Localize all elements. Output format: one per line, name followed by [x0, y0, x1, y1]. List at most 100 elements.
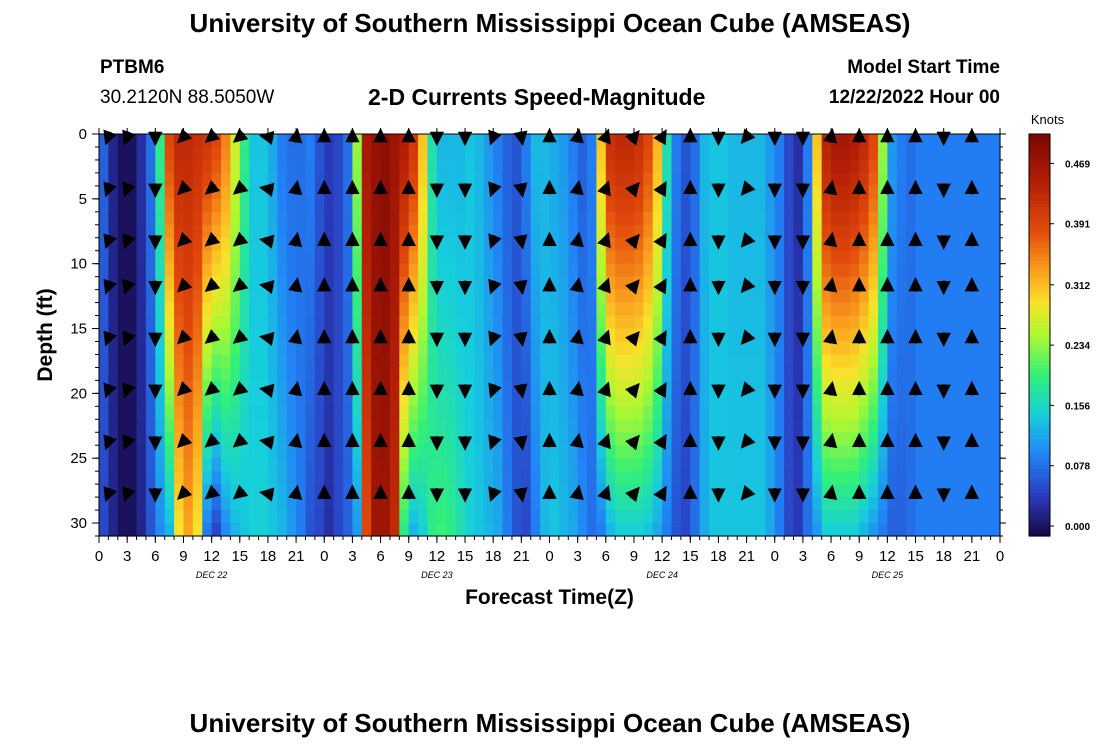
heatmap-cell [577, 341, 588, 356]
heatmap-cell [296, 523, 307, 537]
heatmap-cell [239, 341, 250, 356]
heatmap-cell [934, 224, 945, 239]
heatmap-cell [971, 328, 982, 343]
heatmap-cell [718, 172, 729, 187]
heatmap-cell [568, 289, 579, 304]
heatmap-cell [596, 250, 607, 265]
heatmap-cell [408, 276, 419, 291]
current-vector [569, 432, 584, 449]
x-tick-label: 21 [513, 548, 530, 565]
heatmap-cell [239, 393, 250, 407]
heatmap-cell [718, 198, 729, 213]
heatmap-cell [258, 380, 269, 394]
heatmap-cell [633, 497, 644, 511]
heatmap-cell [990, 250, 1001, 265]
heatmap-cell [418, 432, 429, 446]
heatmap-cell [267, 497, 278, 511]
heatmap-cell [624, 302, 635, 317]
heatmap-cell [906, 419, 917, 433]
heatmap-cell [821, 341, 832, 356]
heatmap-cell [868, 510, 879, 524]
heatmap-cell [953, 211, 964, 226]
heatmap-cell [699, 406, 710, 420]
heatmap-cell [868, 134, 879, 148]
heatmap-cell [211, 263, 222, 278]
heatmap-cell [230, 185, 241, 200]
heatmap-cell [812, 302, 823, 317]
current-vector [569, 128, 584, 144]
heatmap-cell [117, 367, 128, 381]
heatmap-cell [221, 419, 231, 433]
heatmap-cell [709, 419, 720, 433]
heatmap-cell [662, 406, 673, 420]
heatmap-cell [511, 458, 522, 472]
heatmap-cell [990, 289, 1001, 304]
heatmap-cell [221, 263, 231, 278]
heatmap-cell [296, 211, 307, 226]
heatmap-cell [727, 315, 738, 330]
heatmap-cell [314, 302, 325, 317]
heatmap-cell [202, 419, 213, 433]
heatmap-cell [727, 198, 738, 213]
heatmap-cell [164, 471, 175, 485]
heatmap-cell [755, 159, 766, 174]
heatmap-cell [286, 471, 297, 485]
heatmap-cell [887, 354, 898, 369]
heatmap-cell [953, 354, 964, 369]
heatmap-cell [953, 367, 964, 381]
heatmap-cell [314, 406, 325, 420]
heatmap-cell [108, 146, 119, 161]
heatmap-cell [324, 263, 335, 278]
heatmap-cell [418, 510, 429, 524]
heatmap-cell [699, 263, 710, 278]
heatmap-cell [615, 302, 626, 317]
colorbar-segment [1029, 134, 1050, 138]
colorbar-segment [1029, 204, 1050, 209]
heatmap-cell [971, 185, 982, 200]
heatmap-cell [164, 237, 175, 252]
heatmap-cell [802, 445, 813, 459]
heatmap-cell [249, 367, 260, 381]
x-tick-label: 21 [964, 548, 981, 565]
heatmap-cell [755, 172, 766, 187]
heatmap-cell [755, 419, 766, 433]
heatmap-cell [962, 497, 973, 511]
heatmap-cell [971, 367, 982, 381]
heatmap-cell [192, 354, 203, 369]
heatmap-cell [774, 211, 785, 226]
heatmap-cell [962, 224, 973, 239]
heatmap-cell [887, 198, 898, 213]
heatmap-cell [887, 419, 898, 433]
heatmap-cell [408, 497, 419, 511]
heatmap-cell [446, 134, 457, 148]
heatmap-cell [540, 250, 551, 265]
heatmap-cell [624, 134, 635, 148]
heatmap-cell [849, 445, 860, 459]
heatmap-cell [793, 263, 804, 278]
heatmap-cell [483, 146, 494, 161]
heatmap-cell [924, 497, 935, 511]
heatmap-cell [812, 276, 823, 291]
heatmap-cell [502, 146, 513, 161]
heatmap-cell [99, 146, 109, 161]
heatmap-cell [239, 510, 250, 524]
heatmap-cell [305, 432, 316, 446]
heatmap-cell [418, 406, 429, 420]
heatmap-cell [643, 159, 654, 174]
heatmap-cell [953, 315, 964, 330]
heatmap-cell [671, 432, 682, 446]
heatmap-cell [521, 393, 532, 407]
heatmap-cell [962, 302, 973, 317]
heatmap-cell [859, 380, 870, 394]
heatmap-cell [117, 263, 128, 278]
heatmap-cell [633, 146, 644, 161]
heatmap-cell [793, 419, 804, 433]
heatmap-cell [859, 484, 870, 498]
heatmap-cell [521, 341, 532, 356]
heatmap-cell [699, 341, 710, 356]
heatmap-cell [258, 367, 269, 381]
heatmap-cell [427, 523, 438, 537]
heatmap-cell [643, 393, 654, 407]
heatmap-cell [605, 276, 616, 291]
heatmap-cell [981, 263, 992, 278]
